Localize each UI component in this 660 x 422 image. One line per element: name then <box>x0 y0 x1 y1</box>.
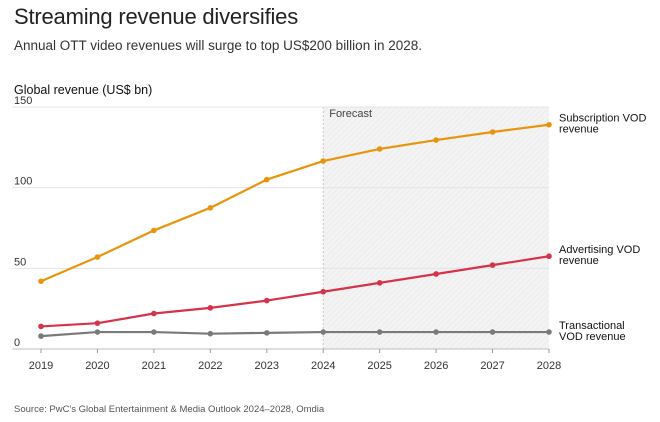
advertising-data-point <box>433 271 439 277</box>
subscription-series-label: Subscription VOD <box>559 113 646 125</box>
x-tick-label: 2019 <box>29 360 53 372</box>
x-tick-label: 2025 <box>367 360 391 372</box>
forecast-region <box>323 107 549 349</box>
advertising-series-line <box>39 255 551 328</box>
subscription-data-point <box>207 205 214 211</box>
subscription-data-point <box>546 121 552 128</box>
transactional-series-label: VOD revenue <box>559 331 626 343</box>
advertising-data-point <box>546 253 552 260</box>
y-tick-label: 150 <box>14 95 32 107</box>
y-tick-label: 0 <box>14 337 20 349</box>
transactional-data-point <box>489 329 496 335</box>
transactional-data-point <box>151 329 157 335</box>
forecast-label: Forecast <box>329 108 372 120</box>
y-axis-label: Global revenue (US$ bn) <box>14 83 153 97</box>
x-tick-label: 2027 <box>480 360 504 372</box>
subscription-series-line <box>39 123 551 283</box>
advertising-data-point <box>489 262 496 268</box>
advertising-data-point <box>263 297 270 304</box>
advertising-series-label: revenue <box>559 255 599 267</box>
subscription-data-point <box>151 227 157 234</box>
x-tick-label: 2022 <box>198 360 222 372</box>
subscription-data-point <box>94 254 101 260</box>
chart-subtitle: Annual OTT video revenues will surge to … <box>14 38 422 53</box>
advertising-data-point <box>94 320 101 326</box>
subscription-data-point <box>376 146 383 152</box>
transactional-data-point <box>94 329 101 335</box>
subscription-data-point <box>433 137 439 143</box>
source-note: Source: PwC's Global Entertainment & Med… <box>14 404 325 415</box>
transactional-data-point <box>546 329 552 335</box>
x-tick-label: 2028 <box>537 360 561 372</box>
advertising-series-label: Advertising VOD <box>559 244 640 256</box>
advertising-data-point <box>207 305 214 311</box>
subscription-data-point <box>38 278 44 285</box>
x-tick-label: 2026 <box>424 360 448 372</box>
subscription-data-point <box>263 176 270 183</box>
transactional-data-point <box>38 333 44 339</box>
transactional-data-point <box>433 329 439 335</box>
subscription-data-point <box>489 129 496 135</box>
x-tick-label: 2021 <box>142 360 166 372</box>
advertising-data-point <box>38 323 44 330</box>
subscription-data-point <box>320 158 327 164</box>
transactional-series-label: Transactional <box>559 320 625 332</box>
transactional-data-point <box>320 329 327 335</box>
transactional-data-point <box>376 329 383 335</box>
y-tick-label: 50 <box>14 256 26 268</box>
x-tick-label: 2024 <box>311 360 335 372</box>
advertising-data-point <box>151 310 157 317</box>
line-chart: Forecast 0 50 100 150 2019 2020 2021 2022 2023 20… <box>12 95 646 372</box>
transactional-data-point <box>207 330 214 337</box>
advertising-data-point <box>320 288 327 295</box>
advertising-data-point <box>376 280 383 286</box>
y-tick-label: 100 <box>14 176 32 188</box>
x-tick-label: 2023 <box>255 360 279 372</box>
subscription-series-label: revenue <box>559 124 599 136</box>
x-tick-label: 2020 <box>85 360 109 372</box>
transactional-series-line <box>39 330 551 338</box>
transactional-data-point <box>263 330 270 336</box>
chart-title: Streaming revenue diversifies <box>14 4 299 29</box>
